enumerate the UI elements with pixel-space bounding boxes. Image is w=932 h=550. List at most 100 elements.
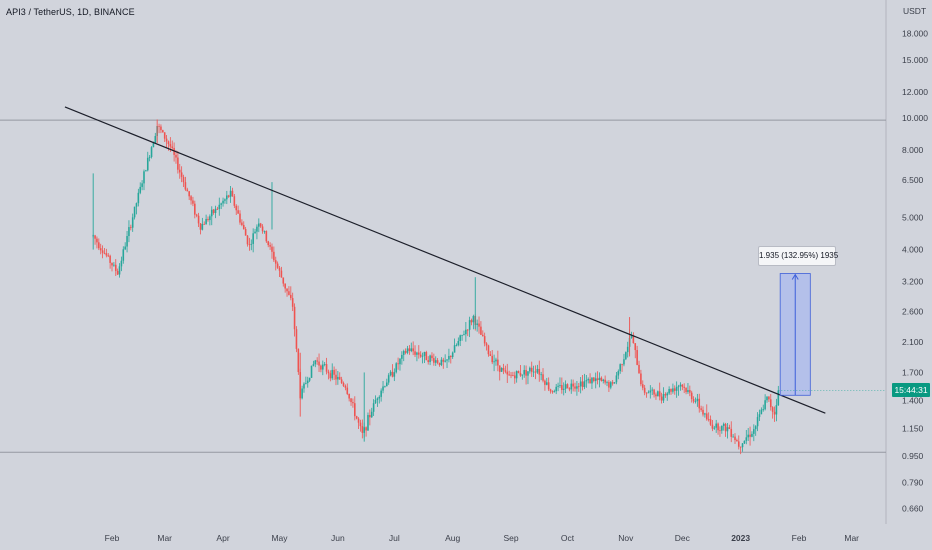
candle-body	[116, 270, 119, 275]
y-tick-label: 1.150	[902, 424, 924, 434]
candle-body	[538, 368, 541, 375]
candle-body	[288, 291, 290, 295]
candle-body	[214, 208, 217, 213]
candle-body	[491, 355, 494, 363]
candle-body	[177, 157, 179, 170]
candle-body	[154, 135, 157, 143]
candle-body	[205, 218, 207, 225]
candle-body	[297, 348, 300, 373]
candle-body	[120, 260, 123, 267]
x-tick-label: Dec	[675, 533, 691, 543]
candle-body	[451, 352, 454, 358]
candle-body	[131, 217, 134, 228]
candle-body	[719, 430, 721, 432]
x-tick-label: Sep	[503, 533, 518, 543]
candle-body	[327, 371, 330, 374]
candle-body	[355, 416, 358, 419]
candle-body	[457, 341, 460, 346]
candle-body	[687, 390, 689, 393]
candle-body	[244, 229, 247, 236]
candle-body	[485, 343, 488, 346]
candle-body	[340, 379, 343, 383]
candle-body	[308, 377, 311, 381]
candle-body	[442, 359, 445, 362]
candle-body	[545, 382, 548, 385]
candle-body	[623, 359, 625, 365]
candle-body	[163, 132, 166, 139]
candle-body	[346, 387, 349, 394]
candle-body	[242, 224, 245, 230]
candle-body	[745, 437, 748, 441]
candle-body	[459, 335, 462, 342]
candle-body	[771, 407, 774, 412]
candle-body	[553, 391, 556, 393]
candle-body	[333, 369, 335, 375]
y-tick-label: 3.200	[902, 277, 924, 287]
candle-body	[246, 235, 249, 245]
y-tick-label: 18.000	[902, 29, 928, 39]
candle-body	[372, 403, 375, 412]
candle-body	[709, 419, 712, 425]
candle-body	[224, 199, 226, 201]
candle-body	[510, 374, 512, 376]
y-tick-label: 2.100	[902, 337, 924, 347]
candle-body	[506, 371, 509, 375]
candle-body	[310, 365, 313, 378]
candle-body	[647, 392, 650, 394]
candle-body	[596, 378, 599, 380]
candle-body	[756, 417, 759, 427]
candle-body	[190, 196, 192, 201]
candle-body	[489, 354, 492, 356]
candle-body	[361, 426, 364, 433]
candle-body	[497, 359, 499, 366]
candle-body	[640, 373, 642, 385]
current-price-tag: 15:44:31	[892, 383, 930, 398]
candle-body	[357, 418, 360, 423]
candle-body	[483, 336, 486, 344]
candle-body	[216, 208, 219, 210]
candle-body	[630, 335, 633, 338]
candle-body	[657, 391, 659, 397]
candle-body	[615, 375, 618, 383]
candle-body	[410, 348, 413, 352]
candle-body	[480, 326, 482, 335]
candle-body	[564, 384, 567, 389]
candle-body	[105, 253, 108, 256]
candle-body	[99, 248, 102, 251]
candle-body	[269, 245, 271, 247]
candle-body	[367, 415, 369, 431]
y-tick-label: 1.700	[902, 367, 924, 377]
x-tick-label: Aug	[445, 533, 460, 543]
candle-body	[766, 396, 768, 401]
candle-body	[625, 352, 627, 360]
candle-body	[254, 231, 256, 234]
candle-body	[416, 352, 418, 355]
candle-body	[365, 427, 367, 431]
candle-body	[559, 385, 561, 386]
candle-body	[342, 382, 345, 386]
candle-body	[109, 255, 111, 263]
candle-body	[369, 415, 371, 418]
candle-body	[209, 216, 211, 221]
candle-body	[293, 306, 296, 330]
candle-body	[741, 443, 744, 448]
x-tick-label: Feb	[792, 533, 807, 543]
candle-body	[150, 147, 153, 158]
candle-body	[736, 440, 738, 442]
candle-body	[593, 377, 595, 381]
candle-body	[478, 323, 480, 327]
candle-body	[540, 374, 542, 376]
candle-body	[145, 170, 147, 172]
candle-body	[348, 393, 350, 399]
candle-body	[749, 434, 751, 437]
x-tick-label: 2023	[731, 533, 750, 543]
candle-body	[713, 427, 716, 429]
y-tick-label: 1.400	[902, 395, 924, 405]
candle-body	[463, 334, 465, 335]
candle-body	[608, 382, 610, 388]
candle-body	[201, 223, 204, 230]
candle-body	[395, 363, 398, 373]
y-tick-label: 0.950	[902, 451, 924, 461]
